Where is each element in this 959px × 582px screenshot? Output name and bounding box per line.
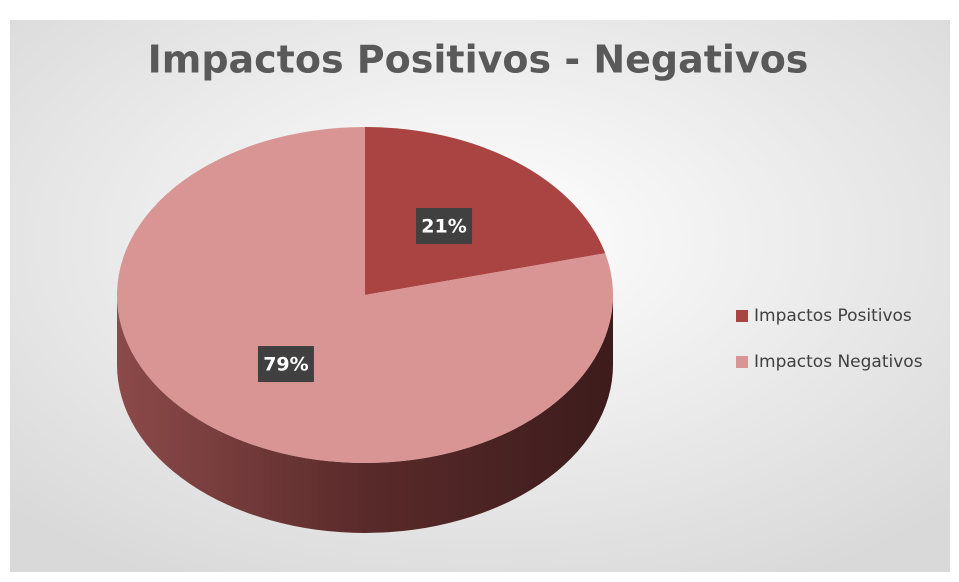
legend-label: Impactos Negativos	[754, 352, 923, 372]
legend-swatch	[736, 310, 748, 322]
pie-side	[117, 295, 613, 533]
chart-title: Impactos Positivos - Negativos	[148, 38, 809, 82]
data-label: 21%	[421, 215, 466, 237]
pie-slice	[365, 127, 606, 295]
data-label-box	[257, 346, 314, 383]
legend-swatch	[736, 356, 748, 368]
pie-slice	[116, 127, 613, 463]
legend-label: Impactos Positivos	[754, 306, 912, 326]
data-label-box	[416, 207, 473, 244]
data-label: 79%	[263, 354, 308, 376]
